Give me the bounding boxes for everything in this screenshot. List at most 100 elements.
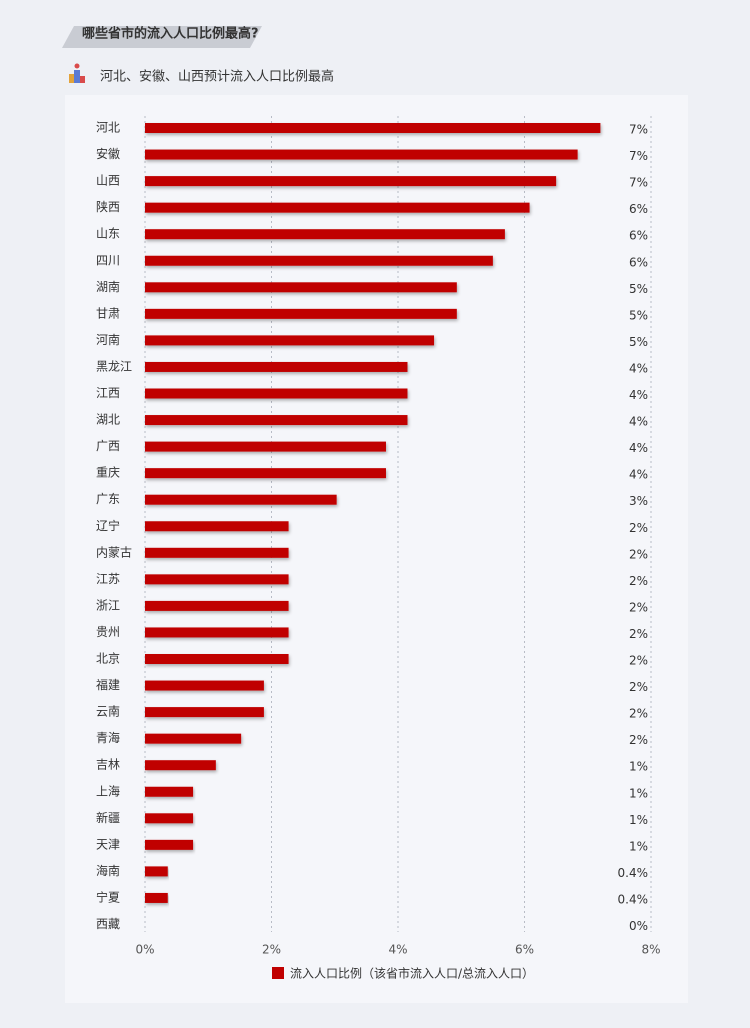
value-label: 2% bbox=[629, 733, 648, 747]
bar bbox=[145, 600, 289, 611]
y-tick-label: 山西 bbox=[96, 174, 120, 188]
y-tick-label: 江西 bbox=[96, 386, 120, 400]
y-tick-label: 吉林 bbox=[96, 758, 120, 772]
bar bbox=[145, 361, 408, 372]
bar bbox=[145, 441, 386, 452]
x-tick-label: 4% bbox=[388, 943, 407, 957]
y-tick-label: 天津 bbox=[96, 837, 120, 851]
y-tick-label: 青海 bbox=[96, 730, 120, 745]
value-label: 4% bbox=[629, 388, 648, 402]
value-label: 0.4% bbox=[618, 892, 649, 906]
y-tick-label: 西藏 bbox=[96, 917, 120, 931]
bar bbox=[145, 680, 264, 691]
bar bbox=[145, 733, 242, 744]
bar bbox=[145, 813, 194, 824]
y-tick-label: 云南 bbox=[96, 704, 120, 719]
bar bbox=[145, 521, 289, 532]
y-tick-label: 贵州 bbox=[96, 625, 120, 639]
y-tick-label: 重庆 bbox=[96, 466, 120, 480]
y-tick-label: 福建 bbox=[96, 677, 120, 692]
bar bbox=[145, 229, 505, 240]
value-label: 7% bbox=[629, 123, 648, 137]
bar bbox=[145, 308, 457, 319]
value-label: 1% bbox=[629, 786, 648, 800]
value-label: 2% bbox=[629, 600, 648, 614]
value-label: 6% bbox=[629, 229, 648, 243]
value-label: 5% bbox=[629, 282, 648, 296]
value-label: 5% bbox=[629, 308, 648, 322]
value-label: 1% bbox=[629, 839, 648, 853]
y-tick-label: 安徽 bbox=[96, 146, 120, 161]
bar bbox=[145, 574, 289, 585]
y-tick-label: 浙江 bbox=[96, 598, 120, 612]
value-label: 2% bbox=[629, 680, 648, 694]
value-label: 4% bbox=[629, 468, 648, 482]
y-tick-label: 江苏 bbox=[96, 572, 120, 586]
value-label: 2% bbox=[629, 574, 648, 588]
value-label: 4% bbox=[629, 415, 648, 429]
y-tick-label: 陕西 bbox=[96, 199, 120, 214]
y-tick-label: 海南 bbox=[96, 863, 120, 878]
y-tick-label: 广西 bbox=[96, 439, 120, 453]
y-tick-label: 甘肃 bbox=[96, 306, 120, 320]
bar bbox=[145, 654, 289, 664]
bar bbox=[145, 494, 337, 505]
bar bbox=[145, 892, 168, 903]
bar bbox=[145, 335, 435, 346]
title-banner bbox=[62, 26, 262, 48]
value-label: 2% bbox=[629, 521, 648, 535]
bar bbox=[145, 388, 408, 399]
bar bbox=[145, 255, 493, 266]
value-label: 1% bbox=[629, 813, 648, 827]
x-tick-label: 0% bbox=[135, 943, 154, 957]
bar bbox=[145, 707, 264, 718]
x-tick-label: 8% bbox=[641, 943, 660, 957]
value-label: 2% bbox=[629, 627, 648, 641]
value-label: 7% bbox=[629, 149, 648, 163]
bar bbox=[145, 786, 194, 797]
y-tick-label: 湖南 bbox=[96, 279, 120, 294]
bar bbox=[145, 468, 386, 479]
value-label: 4% bbox=[629, 441, 648, 455]
bar bbox=[145, 839, 194, 850]
legend-label: 流入人口比例（该省市流入人口/总流入人口） bbox=[290, 966, 534, 981]
y-tick-label: 上海 bbox=[96, 783, 120, 798]
y-tick-label: 广东 bbox=[96, 492, 120, 506]
value-label: 1% bbox=[629, 760, 648, 774]
x-tick-label: 2% bbox=[262, 943, 281, 957]
y-tick-label: 宁夏 bbox=[96, 889, 120, 904]
y-tick-label: 河南 bbox=[96, 332, 120, 347]
bar bbox=[145, 760, 216, 771]
value-label: 5% bbox=[629, 335, 648, 349]
y-tick-label: 河北 bbox=[96, 121, 120, 135]
subtitle: 河北、安徽、山西预计流入人口比例最高 bbox=[100, 69, 334, 85]
value-label: 0.4% bbox=[618, 866, 649, 880]
y-tick-label: 北京 bbox=[96, 652, 120, 666]
x-tick-label: 6% bbox=[515, 943, 534, 957]
value-label: 0% bbox=[629, 919, 648, 933]
bar bbox=[145, 547, 289, 558]
bar bbox=[145, 866, 168, 877]
y-tick-label: 内蒙古 bbox=[96, 544, 132, 559]
bar bbox=[145, 123, 601, 133]
bar bbox=[145, 627, 289, 638]
value-label: 6% bbox=[629, 255, 648, 269]
y-tick-label: 辽宁 bbox=[96, 518, 120, 533]
y-tick-label: 黑龙江 bbox=[96, 359, 132, 373]
value-label: 2% bbox=[629, 547, 648, 561]
y-tick-label: 山东 bbox=[96, 227, 120, 241]
legend-swatch bbox=[272, 967, 284, 979]
bar bbox=[145, 282, 457, 293]
y-tick-label: 新疆 bbox=[96, 810, 120, 825]
bar bbox=[145, 149, 578, 160]
bar bbox=[145, 202, 530, 213]
y-tick-label: 湖北 bbox=[96, 412, 120, 427]
page-title: 哪些省市的流入人口比例最高? bbox=[82, 26, 259, 42]
value-label: 3% bbox=[629, 494, 648, 508]
bar bbox=[145, 415, 408, 426]
value-label: 2% bbox=[629, 654, 648, 668]
value-label: 7% bbox=[629, 176, 648, 190]
value-label: 2% bbox=[629, 707, 648, 721]
y-tick-label: 四川 bbox=[96, 253, 120, 267]
